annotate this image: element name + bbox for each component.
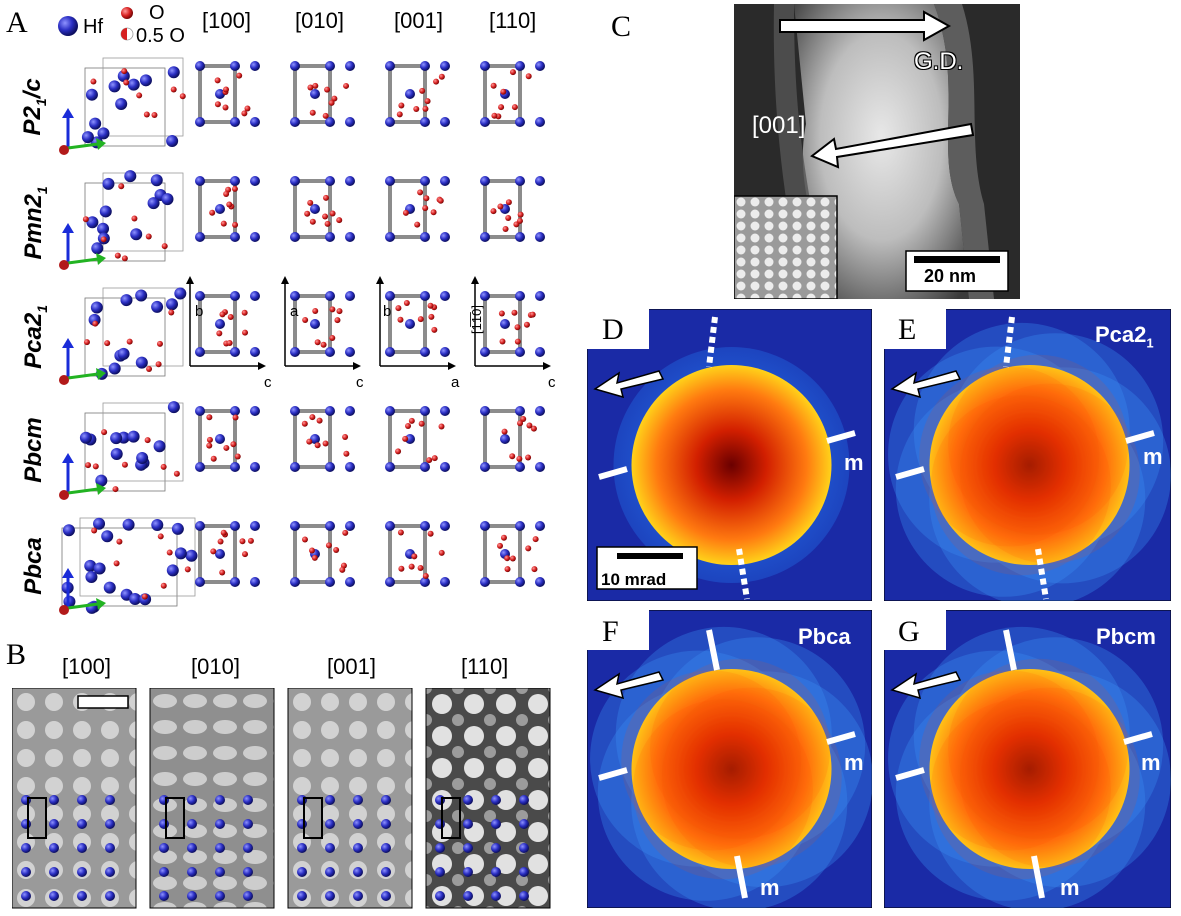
projection xyxy=(471,276,551,370)
stem-image xyxy=(734,4,1020,299)
projection xyxy=(290,61,355,127)
direction-header-110: [110] xyxy=(489,8,537,33)
cbed-pattern-d xyxy=(587,309,872,601)
projection xyxy=(290,406,355,472)
cbed-g-title: Pbcm xyxy=(1096,624,1156,649)
axis-label-110-h: c xyxy=(548,374,556,391)
cbed-d-scale-label: 10 mrad xyxy=(601,570,667,589)
cbed-d-mirror-label: m xyxy=(844,450,864,475)
structure-row xyxy=(59,57,545,155)
cbed-pattern-g xyxy=(884,610,1171,908)
structure-row xyxy=(59,401,545,500)
projection xyxy=(480,61,545,127)
projection xyxy=(376,276,456,370)
legend-o-icon xyxy=(121,7,133,19)
axis-label-010-h: c xyxy=(356,374,364,391)
cbed-g-mirror-label-2: m xyxy=(1060,875,1080,900)
direction-header-001: [001] xyxy=(394,8,443,33)
axis-label-001-v: b xyxy=(383,303,392,320)
direction-header-010: [010] xyxy=(295,8,344,33)
projection xyxy=(480,176,545,242)
stem-zone-label: [001] xyxy=(752,112,806,139)
unit-cell xyxy=(79,401,184,493)
unit-cell xyxy=(82,170,184,262)
structure-row xyxy=(59,276,551,385)
axes-triad xyxy=(59,338,106,385)
axis-label-010-v: a xyxy=(290,303,299,320)
axes-triad xyxy=(59,223,106,270)
hrtem-header-001: [001] xyxy=(327,654,376,679)
projection xyxy=(385,61,450,127)
hrtem-header-110: [110] xyxy=(461,654,509,679)
structure-row xyxy=(59,517,545,615)
hrtem-panel xyxy=(425,688,551,909)
projection xyxy=(385,406,450,472)
panel-label-f: F xyxy=(602,615,619,648)
panel-label-e: E xyxy=(898,313,917,346)
hrtem-header-100: [100] xyxy=(62,654,111,679)
projection xyxy=(281,276,361,370)
projection xyxy=(480,521,545,587)
axis-label-110-v: [1̅1̅0] xyxy=(468,305,484,334)
crystal-structure-grid xyxy=(59,57,551,615)
cbed-pattern-e xyxy=(884,309,1171,601)
axis-label-100-h: c xyxy=(264,374,272,391)
cbed-pattern-f xyxy=(587,610,872,908)
unit-cell xyxy=(61,517,198,614)
projection xyxy=(480,406,545,472)
panel-label-a: A xyxy=(6,6,28,39)
axis-label-100-v: b xyxy=(195,303,204,320)
cbed-f-title: Pbca xyxy=(798,624,851,649)
cbed-e-mirror-label: m xyxy=(1143,444,1163,469)
projection xyxy=(195,406,260,472)
cbed-f-mirror-label-2: m xyxy=(760,875,780,900)
axes-triad xyxy=(59,568,106,615)
axis-label-001-h: a xyxy=(451,374,460,391)
hrtem-header-010: [010] xyxy=(191,654,240,679)
cbed-e-title: Pca21 xyxy=(1095,322,1154,351)
projection xyxy=(186,276,266,370)
axes-triad xyxy=(59,108,106,155)
projection xyxy=(195,61,260,127)
projection xyxy=(195,521,260,587)
axes-triad xyxy=(59,453,106,500)
projection xyxy=(385,521,450,587)
hrtem-panel xyxy=(287,688,413,909)
structure-row xyxy=(59,170,545,270)
legend-o-label: O xyxy=(149,2,165,24)
direction-header-100: [100] xyxy=(202,8,251,33)
projection xyxy=(385,176,450,242)
panel-label-g: G xyxy=(898,615,920,648)
legend-hf-icon xyxy=(58,16,78,36)
legend-half-o-icon xyxy=(120,27,134,41)
hrtem-images xyxy=(12,688,551,909)
hrtem-panel xyxy=(12,688,137,909)
panel-label-b: B xyxy=(6,638,27,671)
panel-label-c: C xyxy=(611,10,632,43)
hrtem-panel xyxy=(149,688,275,909)
projection xyxy=(290,176,355,242)
cbed-g-mirror-label: m xyxy=(1141,750,1161,775)
cbed-f-mirror-label: m xyxy=(844,750,864,775)
stem-scale-bar-label: 20 nm xyxy=(924,266,977,286)
projection xyxy=(290,521,355,587)
legend-hf-label: Hf xyxy=(83,16,103,38)
unit-cell xyxy=(81,57,186,149)
projection xyxy=(195,176,260,242)
legend-half-o-label: 0.5 O xyxy=(136,25,185,47)
panel-label-d: D xyxy=(602,313,624,346)
unit-cell xyxy=(83,287,187,380)
stem-gd-label: G.D. xyxy=(914,48,964,75)
